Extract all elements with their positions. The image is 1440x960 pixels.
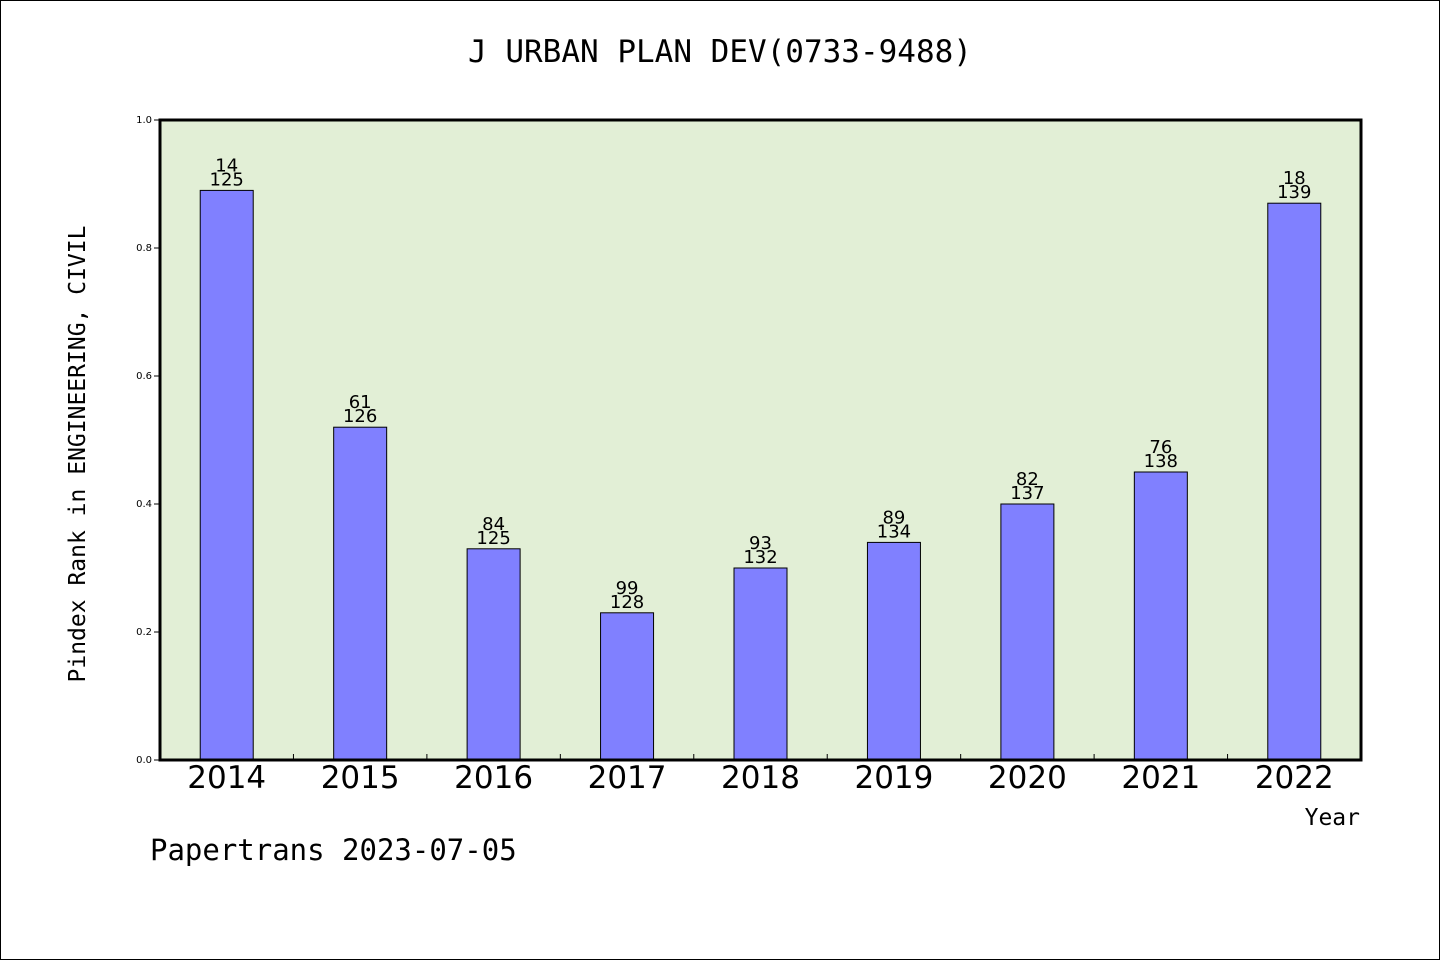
y-axis-label: Pindex Rank in ENGINEERING, CIVIL (65, 226, 91, 683)
x-tick-label: 2018 (721, 760, 800, 796)
bar-total-label: 138 (1144, 451, 1178, 472)
y-tick-label: 0.8 (136, 243, 152, 254)
bar-total-label: 126 (343, 406, 377, 427)
bar-2018 (733, 567, 788, 761)
bar-rank-label: 84 (482, 514, 505, 535)
y-tick-label: 0.2 (136, 627, 152, 638)
y-tick-label: 0.0 (136, 755, 152, 766)
bar-total-label: 132 (743, 547, 777, 568)
bar-rank-label: 14 (215, 155, 238, 176)
bar-rank-label: 93 (749, 533, 772, 554)
bar-total-label: 125 (210, 169, 244, 190)
x-axis-label: Year (1305, 805, 1360, 831)
bar-2015 (333, 426, 388, 761)
bar-2021 (1133, 471, 1188, 761)
bar-rank-label: 76 (1149, 437, 1172, 458)
plot-border (158, 118, 1363, 762)
x-tick-label: 2016 (454, 760, 533, 796)
bar-total-label: 128 (610, 592, 644, 613)
bar-rank-label: 18 (1283, 168, 1306, 189)
x-tick-label: 2015 (321, 760, 400, 796)
bar-2019 (866, 541, 921, 761)
bar-total-label: 125 (476, 528, 510, 549)
y-tick-label: 0.6 (136, 371, 152, 382)
x-tick-label: 2021 (1121, 760, 1200, 796)
bar-rank-label: 82 (1016, 469, 1039, 490)
x-tick-label: 2019 (854, 760, 933, 796)
x-tick-label: 2022 (1255, 760, 1334, 796)
y-tick-label: 0.4 (136, 499, 152, 510)
x-tick-label: 2014 (187, 760, 266, 796)
y-tick-label: 1.0 (136, 115, 152, 126)
bar-2020 (1000, 503, 1055, 761)
bar-2014 (199, 189, 254, 761)
bar-total-label: 134 (877, 521, 911, 542)
bar-rank-label: 99 (616, 578, 639, 599)
footer-credit: Papertrans 2023-07-05 (150, 833, 517, 867)
x-tick-label: 2020 (988, 760, 1067, 796)
bar-rank-label: 89 (882, 507, 905, 528)
bar-2022 (1267, 202, 1322, 761)
bar-2017 (600, 612, 655, 761)
bar-total-label: 139 (1277, 182, 1311, 203)
bar-rank-label: 61 (349, 392, 372, 413)
bar-2016 (466, 548, 521, 761)
chart-title: J URBAN PLAN DEV(0733-9488) (468, 34, 972, 70)
x-tick-label: 2017 (588, 760, 667, 796)
bar-total-label: 137 (1010, 483, 1044, 504)
